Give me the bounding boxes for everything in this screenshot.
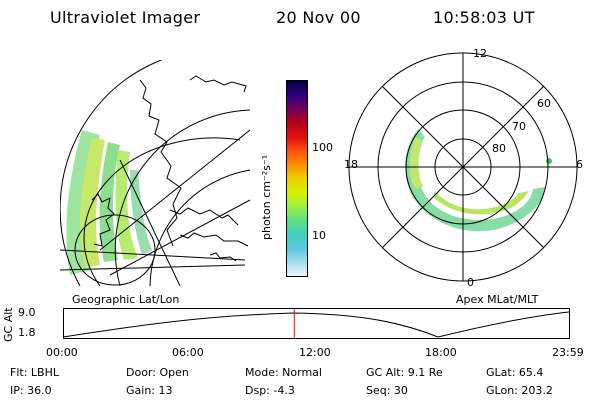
altitude-curve — [63, 311, 570, 338]
longitude-line — [60, 264, 246, 271]
coastline — [189, 75, 247, 93]
coastline — [91, 193, 115, 247]
time-tick-0600: 06:00 — [172, 346, 204, 359]
mlt-label-12: 12 — [473, 47, 487, 60]
mlt-label-6: 6 — [576, 158, 583, 171]
geographic-caption: Geographic Lat/Lon — [72, 293, 180, 306]
info-ip: IP: 36.0 — [10, 384, 52, 397]
info-seq: Seq: 30 — [366, 384, 408, 397]
mlt-label-18: 18 — [344, 158, 358, 171]
info-glat: GLat: 65.4 — [486, 366, 544, 379]
geographic-map — [60, 60, 251, 286]
mlat-label-80: 80 — [492, 142, 506, 155]
longitude-line — [99, 129, 251, 251]
aurora-oval — [405, 129, 545, 232]
altitude-tick-min: 1.8 — [18, 326, 36, 339]
altitude-tick-max: 9.0 — [18, 306, 36, 319]
aurora-oval-bright — [433, 191, 529, 215]
mlt-label-0: 0 — [467, 276, 474, 289]
altitude-axis-label: GC Alt — [2, 307, 15, 342]
longitude-line — [109, 199, 251, 276]
info-dsp: Dsp: -4.3 — [245, 384, 295, 397]
info-filter: Flt: LBHL — [10, 366, 59, 379]
aurora-emission — [130, 170, 152, 255]
altitude-plot-frame — [63, 308, 570, 339]
mlt-spoke — [382, 86, 544, 248]
info-door: Door: Open — [126, 366, 189, 379]
coastline — [169, 207, 239, 226]
info-glon: GLon: 203.2 — [486, 384, 553, 397]
aurora-spot — [546, 158, 552, 164]
info-gain: Gain: 13 — [126, 384, 173, 397]
latitude-arc — [114, 109, 251, 286]
time-tick-2359: 23:59 — [552, 346, 584, 359]
color-scale-bar — [286, 80, 308, 277]
polar-plot — [348, 52, 578, 282]
apex-caption: Apex MLat/MLT — [456, 293, 539, 306]
observation-time: 10:58:03 UT — [433, 8, 535, 27]
time-tick-1800: 18:00 — [425, 346, 457, 359]
info-mode: Mode: Normal — [245, 366, 322, 379]
aurora-oval-bright — [409, 137, 423, 189]
latitude-circle — [74, 214, 156, 286]
coastline — [179, 232, 249, 247]
colorbar-tick-10: 10 — [312, 229, 326, 242]
latitude-arc — [149, 169, 251, 286]
time-tick-0000: 00:00 — [46, 346, 78, 359]
info-gc-alt: GC Alt: 9.1 Re — [366, 366, 443, 379]
instrument-title: Ultraviolet Imager — [50, 8, 201, 27]
longitude-line — [60, 249, 246, 261]
time-tick-1200: 12:00 — [299, 346, 331, 359]
mlat-label-70: 70 — [512, 120, 526, 133]
altitude-timeline — [63, 308, 570, 339]
colorbar-unit-label: photon cm⁻²s⁻¹ — [260, 154, 273, 240]
colorbar-tick-100: 100 — [312, 141, 333, 154]
coastline — [139, 79, 182, 247]
mlat-label-60: 60 — [537, 97, 551, 110]
earth-limb-arc — [60, 60, 163, 286]
observation-date: 20 Nov 00 — [276, 8, 361, 27]
coastline — [209, 252, 237, 262]
latitude-arc — [83, 137, 241, 286]
longitude-line — [119, 159, 181, 286]
